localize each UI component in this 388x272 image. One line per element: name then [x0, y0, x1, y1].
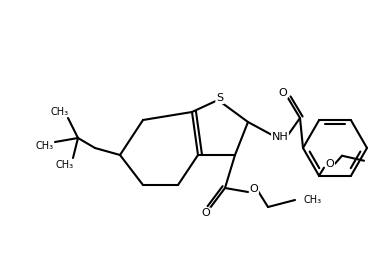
Text: O: O	[279, 88, 288, 98]
Text: NH: NH	[272, 132, 288, 142]
Text: CH₃: CH₃	[36, 141, 54, 151]
Text: O: O	[249, 184, 258, 194]
Text: CH₃: CH₃	[303, 195, 321, 205]
Text: S: S	[217, 93, 223, 103]
Text: CH₃: CH₃	[56, 160, 74, 170]
Text: CH₃: CH₃	[51, 107, 69, 117]
Text: O: O	[326, 159, 334, 169]
Text: O: O	[202, 208, 210, 218]
